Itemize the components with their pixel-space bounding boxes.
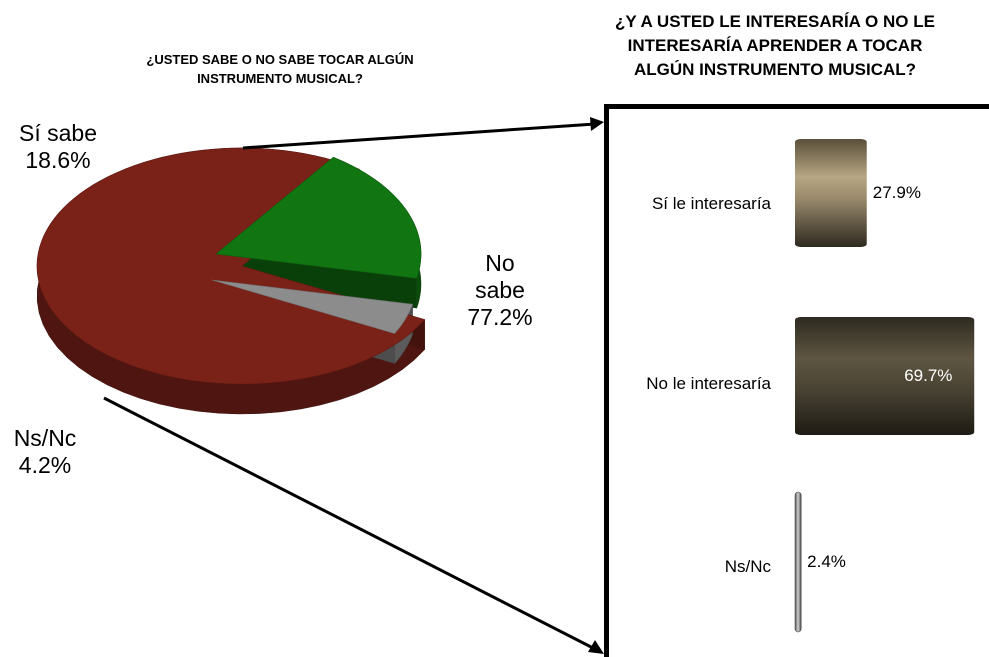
pie-slice-si-sabe [215,156,422,279]
bar-category-ns-nc: Ns/Nc [724,557,771,576]
pie-wall-si-sabe-1 [216,254,417,309]
bar-chart-title: ¿Y A USTED LE INTERESARÍA O NO LE INTERE… [560,10,989,82]
bar-chart [794,139,975,633]
bar-no-le-interesaria [795,317,975,435]
bar-value-ns-nc: 2.4% [807,552,846,571]
bar-category-si-le-interesaria: Sí le interesaría [651,194,771,213]
bar-si-le-interesaria [795,139,867,247]
bar-title-line-3: ALGÚN INSTRUMENTO MUSICAL? [633,60,917,79]
pie-label-no-sabe-name-1: No [485,250,515,276]
pie-slice-no-sabe [36,147,426,385]
pie-label-si-sabe-name: Sí sabe [19,120,97,146]
pie-title-line-1: ¿USTED SABE O NO SABE TOCAR ALGÚN [146,52,414,67]
connector-arrow-bottom [588,640,604,654]
pie-chart-title: ¿USTED SABE O NO SABE TOCAR ALGÚN INSTRU… [60,50,500,88]
pie-label-si-sabe: Sí sabe 18.6% [8,120,108,174]
bar-title-line-1: ¿Y A USTED LE INTERESARÍA O NO LE [615,12,935,31]
bar-ns-nc [794,491,802,633]
pie-label-ns-nc: Ns/Nc 4.2% [0,425,90,479]
connector-line-bottom [103,396,596,651]
bar-value-si-le-interesaria: 27.9% [872,183,921,202]
bar-marks [794,139,975,633]
connector-arrow-top [590,117,604,131]
pie-slice-ns-nc [211,279,414,334]
pie-label-no-sabe-name-2: sabe [475,277,525,303]
bar-value-no-le-interesaria: 69.7% [904,366,953,385]
pie-label-no-sabe: No sabe 77.2% [450,250,550,331]
bar-title-line-2: INTERESARÍA APRENDER A TOCAR [627,36,923,55]
pie-slice-tops [36,147,426,385]
pie-title-line-2: INSTRUMENTO MUSICAL? [197,71,363,86]
pie-label-no-sabe-value: 77.2% [467,304,533,330]
pie-label-si-sabe-value: 18.6% [25,147,91,173]
bar-category-no-le-interesaria: No le interesaría [646,374,771,393]
pie-label-ns-nc-name: Ns/Nc [13,425,77,451]
connector-line-top [242,122,596,150]
pie-label-ns-nc-value: 4.2% [18,452,72,478]
bar-chart-panel: Sí le interesaría No le interesaría Ns/N… [604,104,989,657]
